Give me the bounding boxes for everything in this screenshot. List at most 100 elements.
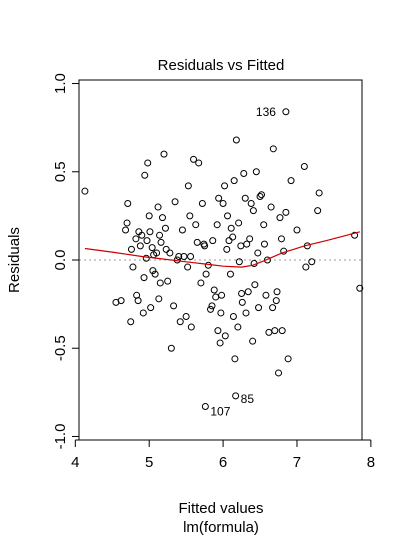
data-point xyxy=(180,252,188,260)
data-point xyxy=(146,228,154,236)
data-point xyxy=(275,369,283,377)
data-point xyxy=(243,240,251,248)
data-point xyxy=(315,189,323,197)
data-point xyxy=(255,304,263,312)
point-labels-layer: 136 107 85 xyxy=(210,105,276,419)
data-point xyxy=(136,242,144,250)
data-point xyxy=(254,249,262,257)
data-point xyxy=(156,279,164,287)
data-point xyxy=(209,237,217,245)
data-point xyxy=(287,177,295,185)
data-point xyxy=(229,233,237,241)
data-point xyxy=(267,203,275,211)
data-point xyxy=(190,155,198,163)
data-point xyxy=(132,235,140,243)
data-point xyxy=(240,170,248,178)
chart-title: Residuals vs Fitted xyxy=(158,57,285,74)
data-point xyxy=(161,224,169,232)
y-tick-label: 0.5 xyxy=(52,161,69,182)
data-point xyxy=(153,249,161,257)
data-point xyxy=(147,304,155,312)
data-point xyxy=(227,224,235,232)
data-point xyxy=(127,245,135,253)
data-point xyxy=(157,238,165,246)
data-point xyxy=(166,249,174,257)
data-point xyxy=(232,136,240,144)
data-point xyxy=(176,318,184,326)
x-tick-label: 8 xyxy=(367,454,375,471)
data-point xyxy=(154,203,162,211)
data-point xyxy=(262,291,270,299)
data-point xyxy=(127,318,135,326)
data-point xyxy=(117,297,125,305)
x-tick-label: 4 xyxy=(71,454,79,471)
data-point xyxy=(223,245,231,253)
data-point xyxy=(215,194,223,202)
point-label: 85 xyxy=(241,392,255,406)
data-point xyxy=(193,238,201,246)
data-point xyxy=(235,258,243,266)
data-point xyxy=(235,219,243,227)
data-point xyxy=(244,288,252,296)
data-point xyxy=(293,226,301,234)
data-point xyxy=(184,263,192,271)
data-point xyxy=(272,297,280,305)
data-point xyxy=(214,327,222,335)
data-point xyxy=(282,108,290,116)
x-axis-sublabel: lm(formula) xyxy=(183,519,259,536)
data-point xyxy=(201,242,209,250)
data-point xyxy=(238,290,246,298)
data-point xyxy=(302,263,310,271)
data-point xyxy=(234,323,242,331)
y-axis-label: Residuals xyxy=(6,227,23,293)
data-point xyxy=(141,171,149,179)
data-point xyxy=(256,192,264,200)
y-tick-label: -1.0 xyxy=(52,424,69,450)
data-point xyxy=(242,309,250,317)
data-point xyxy=(81,187,89,195)
data-point xyxy=(238,298,246,306)
data-point xyxy=(216,339,224,347)
data-point xyxy=(269,304,277,312)
x-axis-label: Fitted values xyxy=(178,500,263,517)
data-point xyxy=(225,237,233,245)
x-tick-label: 6 xyxy=(219,454,227,471)
data-point xyxy=(140,274,148,282)
data-point xyxy=(197,279,205,287)
y-tick-label: -0.5 xyxy=(52,335,69,361)
data-point xyxy=(151,270,159,278)
data-point xyxy=(219,200,227,208)
data-point xyxy=(260,221,268,229)
data-point xyxy=(282,208,290,216)
data-point xyxy=(192,221,200,229)
data-point xyxy=(144,159,152,167)
data-point xyxy=(308,258,316,266)
data-point xyxy=(134,297,142,305)
data-point xyxy=(171,198,179,206)
data-point xyxy=(175,252,183,260)
data-point xyxy=(138,231,146,239)
data-point xyxy=(207,305,215,313)
data-point xyxy=(129,263,137,271)
data-point xyxy=(158,214,166,222)
data-point xyxy=(314,207,322,215)
data-point xyxy=(284,355,292,363)
data-point xyxy=(224,212,232,220)
data-point xyxy=(155,295,163,303)
point-label: 136 xyxy=(256,105,276,119)
data-point xyxy=(251,281,259,289)
data-point xyxy=(217,309,225,317)
data-point xyxy=(230,177,238,185)
data-point xyxy=(271,327,279,335)
plot-frame xyxy=(78,79,363,441)
data-point xyxy=(231,355,239,363)
y-tick-label: 1.0 xyxy=(52,73,69,94)
data-point xyxy=(221,332,229,340)
x-tick-label: 5 xyxy=(145,454,153,471)
data-point xyxy=(213,221,221,229)
data-point xyxy=(246,235,254,243)
point-label: 107 xyxy=(210,404,230,418)
data-point xyxy=(221,182,229,190)
points-layer xyxy=(81,108,364,410)
data-point xyxy=(277,235,285,243)
